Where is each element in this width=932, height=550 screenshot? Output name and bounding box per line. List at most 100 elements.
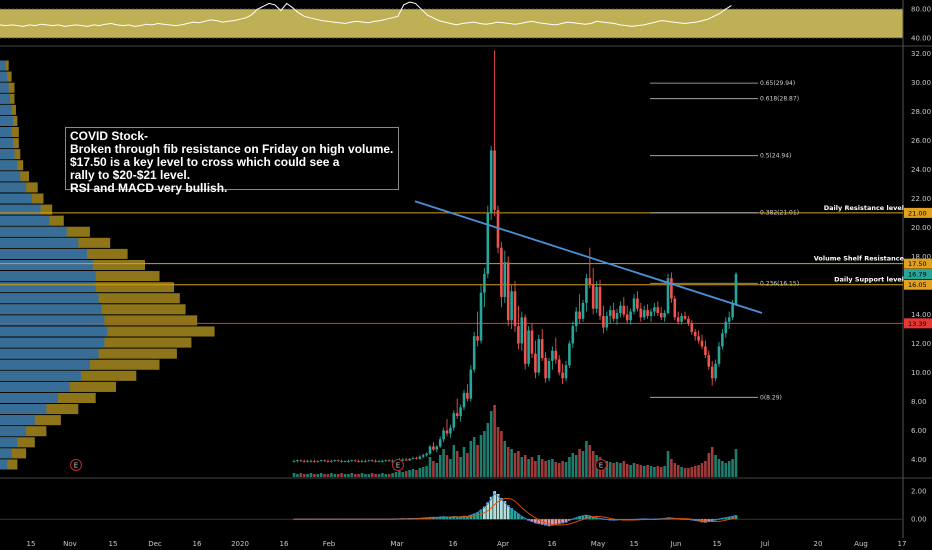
volume-bar	[401, 472, 405, 477]
candle-body	[438, 439, 442, 447]
volume-bar	[676, 465, 680, 477]
candle-body	[391, 461, 394, 462]
volume-bar	[438, 455, 442, 477]
volume-bar	[642, 466, 646, 477]
candle-body	[415, 458, 418, 459]
candle-body	[476, 336, 479, 341]
candle-body	[666, 278, 670, 314]
candle-body	[333, 460, 337, 462]
volume-bar	[466, 453, 469, 477]
macd-histogram-bar	[574, 517, 578, 520]
macd-histogram-bar	[731, 516, 734, 520]
volume-bar	[612, 463, 615, 477]
volume-bar	[479, 435, 483, 477]
volume-bar	[428, 457, 432, 477]
macd-histogram-bar	[724, 517, 728, 520]
candle-body	[500, 247, 503, 298]
volume-bar	[605, 461, 609, 477]
volume-profile-bar-up	[0, 459, 18, 470]
candle-body	[527, 330, 530, 364]
volume-bar	[381, 473, 384, 477]
candle-body	[347, 461, 350, 462]
volume-bar	[296, 474, 299, 477]
volume-bar	[486, 423, 490, 477]
note-line-3: $17.50 is a key level to cross which cou…	[70, 155, 340, 169]
macd-histogram-bar	[564, 519, 568, 523]
volume-bar	[462, 447, 466, 477]
volume-bar	[330, 473, 333, 477]
candle-body	[377, 461, 381, 462]
time-tick-label: 16	[449, 540, 458, 548]
candle-body	[340, 461, 343, 462]
candle-body	[670, 278, 673, 299]
rsi-tick-label: 80.00	[911, 6, 931, 14]
time-tick-label: 16	[548, 540, 557, 548]
macd-histogram-bar	[455, 516, 459, 520]
volume-bar	[309, 473, 313, 477]
macd-histogram-bar	[472, 513, 476, 520]
price-panel[interactable]: 32.00 30.00 28.00 26.00 24.00 22.00 20.00 18.00…	[0, 0, 932, 538]
volume-profile-bar-down	[0, 182, 27, 193]
volume-profile-bar-down	[0, 115, 14, 126]
volume-bar	[622, 461, 626, 477]
candle-body	[309, 461, 313, 462]
candle-body	[459, 407, 462, 417]
volume-bar	[670, 459, 673, 477]
volume-bar	[398, 471, 401, 477]
macd-histogram-bar	[547, 519, 551, 527]
volume-bar	[459, 457, 462, 477]
macd-histogram-bar	[551, 519, 554, 526]
time-tick-label: Dec	[148, 540, 162, 548]
volume-profile-bar-down	[0, 104, 12, 115]
volume-bar	[449, 459, 452, 477]
candle-body	[428, 446, 432, 454]
volume-bar	[697, 465, 700, 477]
candle-body	[520, 317, 524, 344]
candle-body	[462, 392, 466, 408]
macd-histogram-bar	[517, 513, 520, 520]
price-tag	[904, 318, 932, 329]
macd-histogram-bar	[513, 510, 517, 520]
candle-body	[581, 302, 585, 319]
candle-body	[683, 315, 687, 319]
fib-label: 0.618(28.87)	[760, 96, 799, 103]
volume-profile-bar-down	[0, 60, 6, 71]
macd-histogram-bar	[469, 515, 473, 520]
candle-body	[364, 461, 367, 462]
volume-bar	[636, 464, 639, 477]
volume-bar	[690, 467, 694, 477]
time-axis[interactable]: 15 Nov 15 Dec 16 2020 16 Feb Mar 16 Apr 16 May 15 Jun 1…	[27, 540, 907, 548]
price-tick-label: 20.00	[911, 224, 931, 232]
volume-bar	[632, 463, 636, 477]
candle-body	[615, 313, 619, 319]
volume-bar	[557, 463, 561, 477]
price-tag	[904, 207, 932, 218]
level-label: Volume Shelf Resistance	[814, 255, 905, 263]
volume-profile-bar-down	[0, 204, 41, 215]
price-tick-label: 14.00	[911, 311, 931, 319]
time-tick-label: Jul	[760, 540, 770, 548]
volume-bar	[663, 466, 666, 477]
candle-body	[608, 310, 612, 316]
volume-bar	[581, 451, 585, 477]
volume-profile-bar-down	[0, 193, 32, 204]
price-tick-label: 10.00	[911, 369, 931, 377]
candle-body	[721, 333, 724, 347]
candle-body	[330, 461, 333, 462]
volume-bar	[551, 459, 554, 477]
price-tag-label: 17.50	[908, 260, 927, 268]
volume-bar	[608, 462, 612, 477]
candle-body	[292, 461, 296, 462]
macd-panel[interactable]: 2.00 0.00	[0, 488, 927, 527]
candle-body	[506, 262, 510, 321]
volume-bar	[306, 474, 309, 477]
candle-body	[598, 286, 602, 316]
volume-bar	[343, 474, 347, 477]
level-label: Daily Support level	[834, 276, 904, 284]
price-tick-label: 18.00	[911, 253, 931, 261]
rsi-panel[interactable]: 80.00 40.00	[0, 1, 932, 47]
volume-bar	[700, 463, 704, 477]
volume-profile-bar-down	[0, 149, 15, 160]
rsi-line	[0, 1, 732, 27]
